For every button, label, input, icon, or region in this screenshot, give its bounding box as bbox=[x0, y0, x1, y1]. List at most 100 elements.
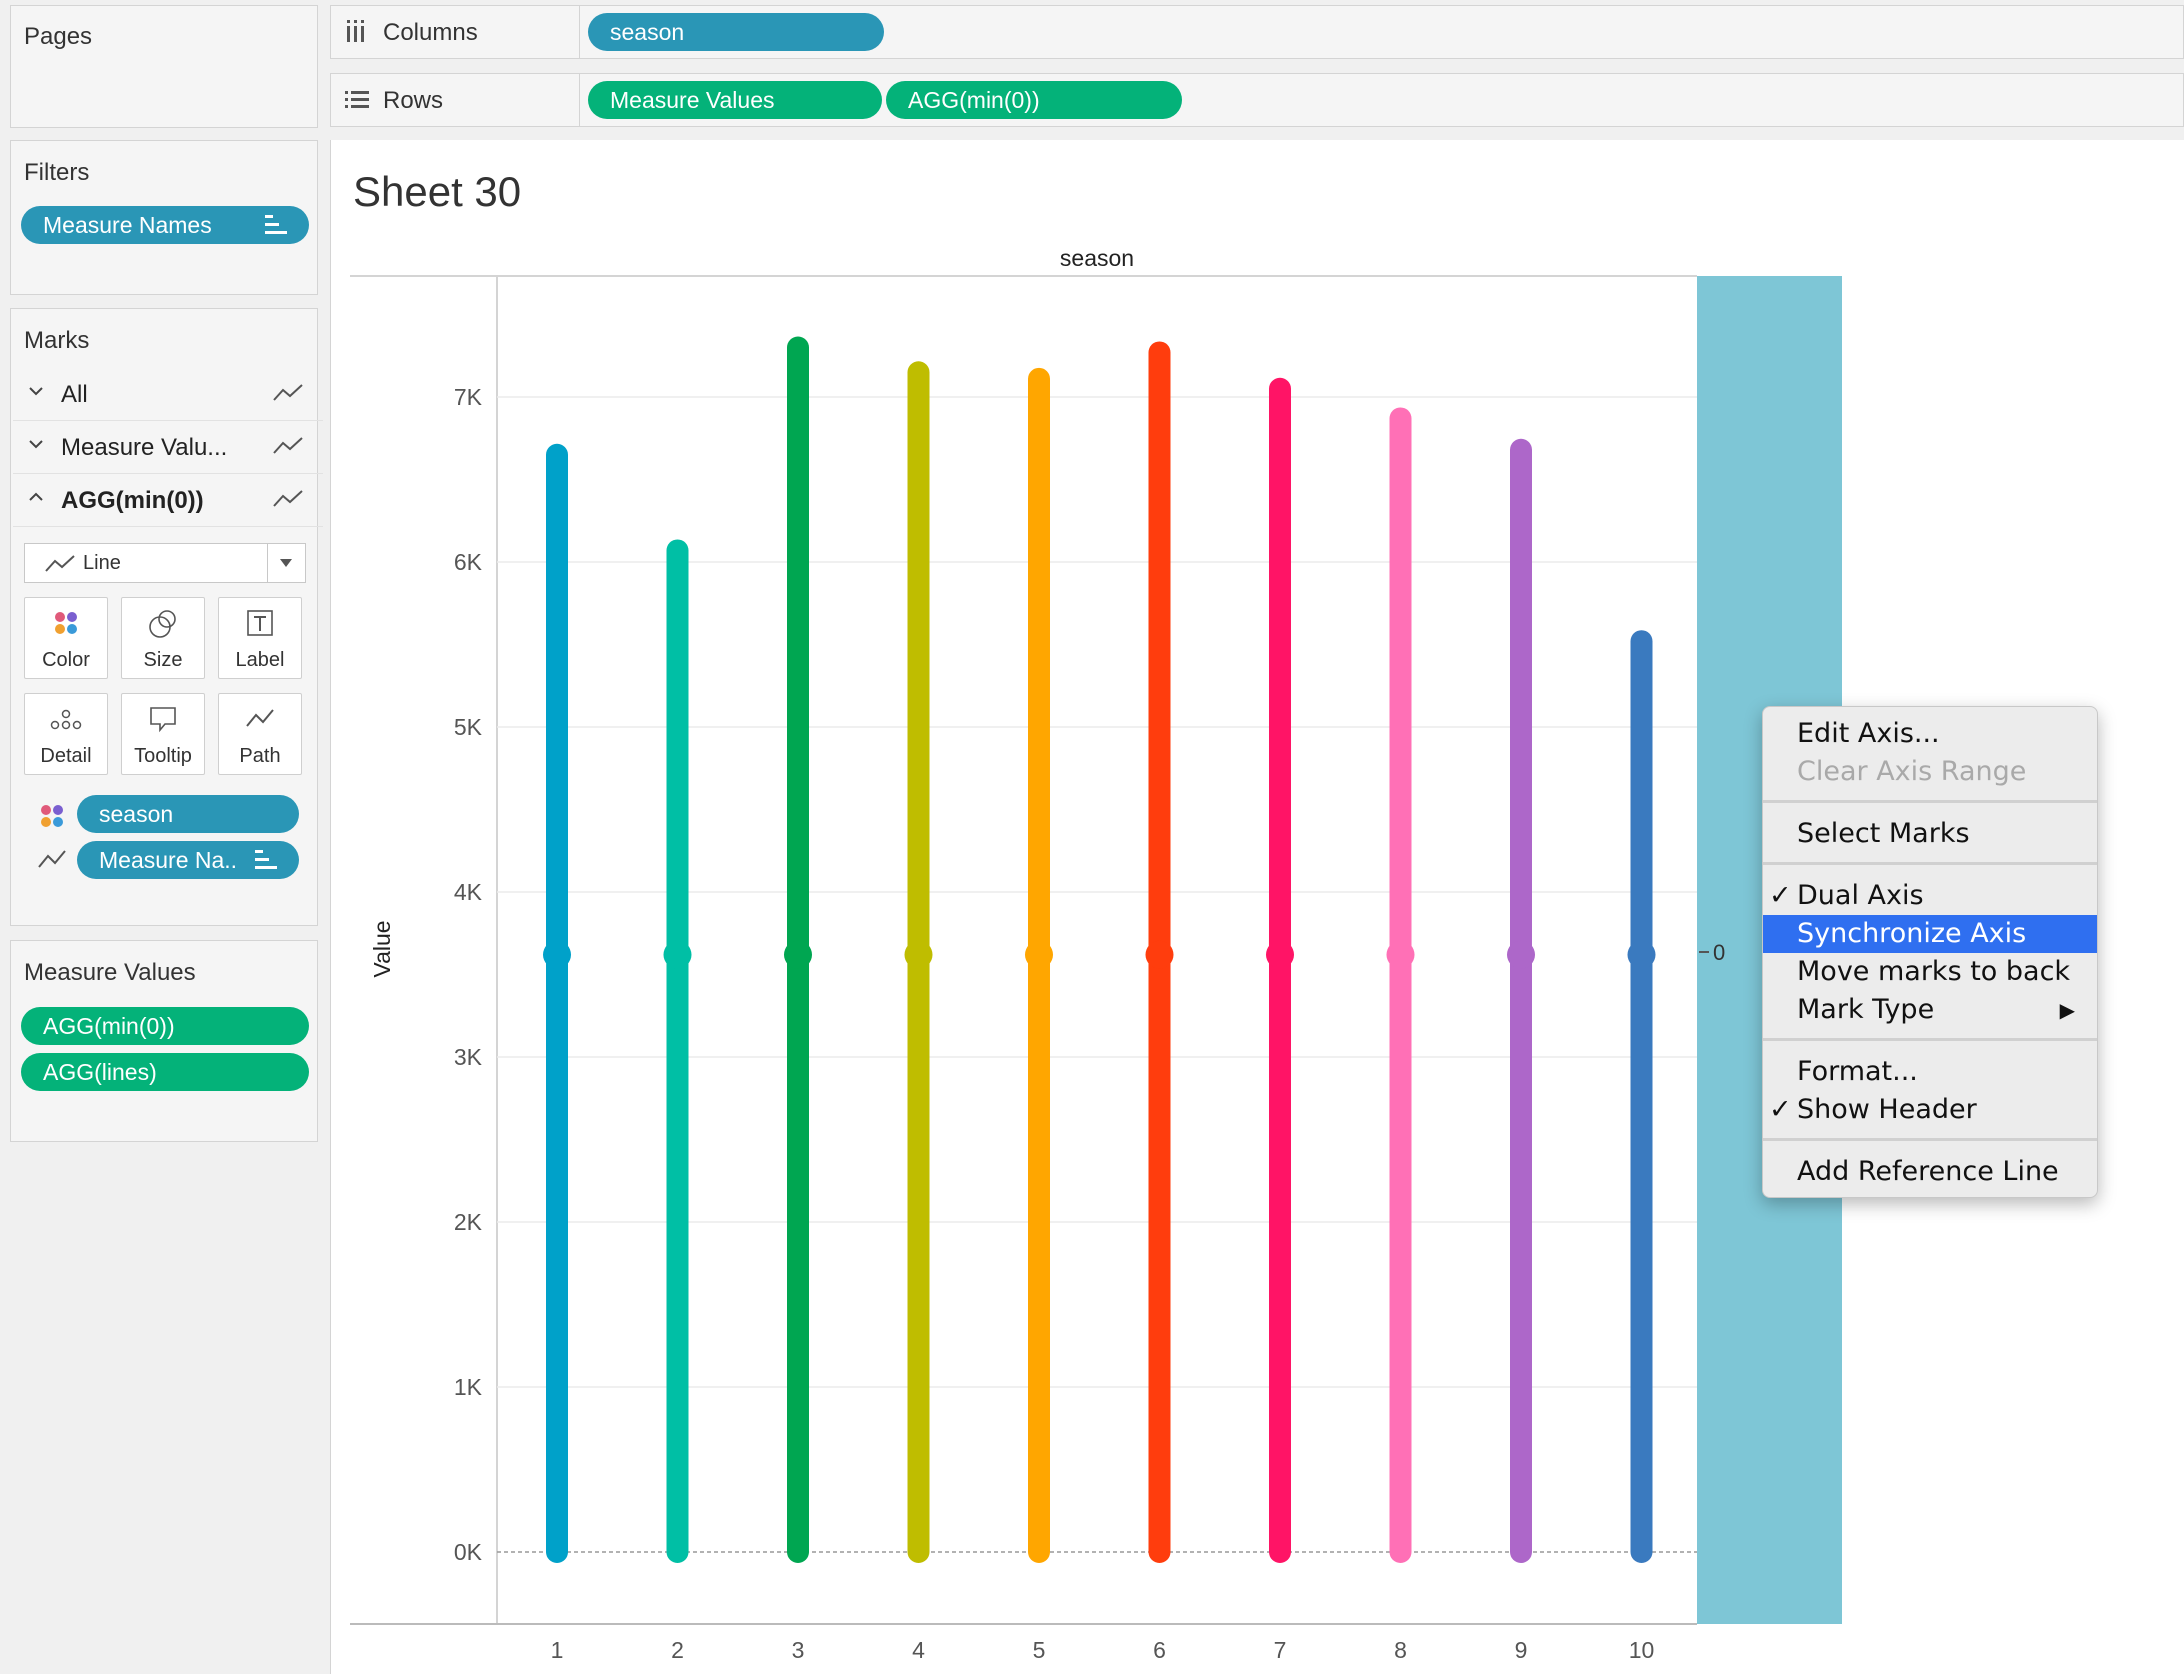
menu-item-mark-type[interactable]: Mark Type ▶ bbox=[1763, 991, 2097, 1029]
menu-item-clear-axis-range: Clear Axis Range bbox=[1763, 753, 2097, 791]
menu-item-select-marks[interactable]: Select Marks bbox=[1763, 815, 2097, 853]
menu-separator bbox=[1763, 800, 2097, 803]
season-midpoint-mark[interactable] bbox=[784, 940, 812, 969]
color-card[interactable]: Color bbox=[24, 597, 108, 679]
marks-row-measure-values[interactable]: Measure Valu... bbox=[13, 421, 323, 474]
sheet-title: Sheet 30 bbox=[353, 168, 522, 215]
menu-item-label: Mark Type bbox=[1797, 994, 1935, 1025]
card-label: Path bbox=[239, 745, 281, 767]
chevron-up-icon bbox=[29, 492, 43, 501]
columns-label: Columns bbox=[383, 19, 478, 46]
color-icon bbox=[41, 805, 63, 827]
columns-pill-label: season bbox=[610, 19, 685, 45]
marks-row-agg-min[interactable]: AGG(min(0)) bbox=[13, 474, 323, 527]
menu-item-add-reference-line[interactable]: Add Reference Line bbox=[1763, 1153, 2097, 1191]
marks-row-all[interactable]: All bbox=[13, 368, 323, 421]
menu-item-synchronize-axis[interactable]: Synchronize Axis bbox=[1763, 915, 2097, 953]
tooltip-card[interactable]: Tooltip bbox=[121, 693, 205, 775]
menu-item-dual-axis[interactable]: ✓ Dual Axis bbox=[1763, 877, 2097, 915]
season-midpoint-mark[interactable] bbox=[1627, 940, 1656, 969]
line-mark-icon bbox=[273, 437, 303, 454]
sort-icon bbox=[265, 215, 287, 235]
path-card[interactable]: Path bbox=[218, 693, 302, 775]
mark-type-label: Line bbox=[83, 552, 121, 574]
season-midpoint-mark[interactable] bbox=[1025, 940, 1053, 969]
detail-icon bbox=[50, 709, 82, 730]
detail-card[interactable]: Detail bbox=[24, 693, 108, 775]
season-midpoint-mark[interactable] bbox=[1266, 940, 1294, 969]
chevron-down-icon bbox=[29, 387, 43, 396]
marks-row-label: Measure Valu... bbox=[61, 434, 228, 461]
filters-title: Filters bbox=[24, 159, 90, 186]
rows-icon bbox=[345, 91, 369, 108]
x-tick-label: 1 bbox=[551, 1637, 564, 1663]
size-icon bbox=[149, 610, 176, 638]
measure-value-pill[interactable]: AGG(lines) bbox=[21, 1053, 309, 1091]
season-midpoint-mark[interactable] bbox=[663, 940, 692, 969]
menu-item-label: Edit Axis... bbox=[1797, 718, 1940, 749]
menu-separator bbox=[1763, 862, 2097, 865]
season-midpoint-mark[interactable] bbox=[543, 940, 571, 969]
columns-pill-season[interactable]: season bbox=[588, 13, 884, 51]
rows-shelf[interactable]: Rows Measure Values AGG(min(0)) bbox=[330, 73, 2184, 127]
menu-item-show-header[interactable]: ✓ Show Header bbox=[1763, 1091, 2097, 1129]
rows-pill-agg-min[interactable]: AGG(min(0)) bbox=[886, 81, 1182, 119]
menu-item-move-marks-to-back[interactable]: Move marks to back bbox=[1763, 953, 2097, 991]
season-midpoint-mark[interactable] bbox=[904, 940, 933, 969]
shelf-divider bbox=[579, 6, 580, 58]
chevron-down-icon bbox=[29, 440, 43, 449]
y-tick-label: 5K bbox=[454, 714, 483, 740]
card-label: Size bbox=[143, 649, 183, 671]
menu-item-label: Select Marks bbox=[1797, 818, 1970, 849]
season-midpoint-mark[interactable] bbox=[1386, 940, 1415, 969]
measure-value-pill-label: AGG(min(0)) bbox=[43, 1013, 175, 1039]
card-label: Detail bbox=[40, 745, 92, 767]
rows-pill-label: AGG(min(0)) bbox=[908, 87, 1040, 113]
columns-shelf[interactable]: Columns season bbox=[330, 5, 2184, 59]
rows-label: Rows bbox=[383, 87, 444, 114]
x-tick-label: 6 bbox=[1153, 1637, 1166, 1663]
mark-type-dropdown[interactable]: Line bbox=[24, 543, 306, 583]
y-tick-label: 2K bbox=[454, 1209, 483, 1235]
menu-item-label: Move marks to back bbox=[1797, 956, 2071, 987]
menu-item-label: Add Reference Line bbox=[1797, 1156, 2059, 1187]
y-tick-label: 4K bbox=[454, 879, 483, 905]
season-midpoint-mark[interactable] bbox=[1507, 940, 1535, 969]
menu-item-format[interactable]: Format... bbox=[1763, 1053, 2097, 1091]
filters-panel[interactable]: Filters Measure Names bbox=[10, 140, 318, 295]
marks-pill-measure-names[interactable]: Measure Na.. bbox=[77, 841, 299, 879]
marks-row-label: AGG(min(0)) bbox=[61, 487, 204, 514]
x-tick-label: 3 bbox=[792, 1637, 805, 1663]
measure-value-pill[interactable]: AGG(min(0)) bbox=[21, 1007, 309, 1045]
measure-values-panel: Measure Values AGG(min(0)) AGG(lines) bbox=[10, 940, 318, 1142]
x-tick-label: 9 bbox=[1515, 1637, 1528, 1663]
checkmark-icon: ✓ bbox=[1769, 1094, 1792, 1125]
y-tick-label: 1K bbox=[454, 1374, 483, 1400]
path-icon bbox=[246, 709, 274, 727]
x-tick-label: 2 bbox=[671, 1637, 684, 1663]
label-card[interactable]: Label bbox=[218, 597, 302, 679]
menu-item-edit-axis[interactable]: Edit Axis... bbox=[1763, 715, 2097, 753]
menu-item-label: Clear Axis Range bbox=[1797, 756, 2027, 787]
pages-panel[interactable]: Pages bbox=[10, 5, 318, 128]
axis-context-menu: Edit Axis... Clear Axis Range Select Mar… bbox=[1762, 706, 2098, 1198]
y-tick-label: 0K bbox=[454, 1539, 483, 1565]
rows-pill-measure-values[interactable]: Measure Values bbox=[588, 81, 882, 119]
dropdown-divider bbox=[267, 544, 268, 582]
pages-title: Pages bbox=[24, 23, 93, 50]
sort-icon bbox=[255, 850, 277, 870]
size-card[interactable]: Size bbox=[121, 597, 205, 679]
column-header-season: season bbox=[1060, 245, 1134, 271]
x-tick-label: 8 bbox=[1394, 1637, 1407, 1663]
filter-pill-measure-names[interactable]: Measure Names bbox=[21, 206, 309, 244]
x-tick-label: 10 bbox=[1629, 1637, 1655, 1663]
x-tick-label: 5 bbox=[1033, 1637, 1046, 1663]
checkmark-icon: ✓ bbox=[1769, 880, 1792, 911]
marks-pill-season[interactable]: season bbox=[77, 795, 299, 833]
line-mark-icon bbox=[273, 384, 303, 401]
season-midpoint-mark[interactable] bbox=[1145, 940, 1174, 969]
marks-title: Marks bbox=[24, 327, 90, 354]
menu-item-label: Synchronize Axis bbox=[1797, 918, 2027, 949]
y-axis-title: Value bbox=[369, 920, 395, 977]
